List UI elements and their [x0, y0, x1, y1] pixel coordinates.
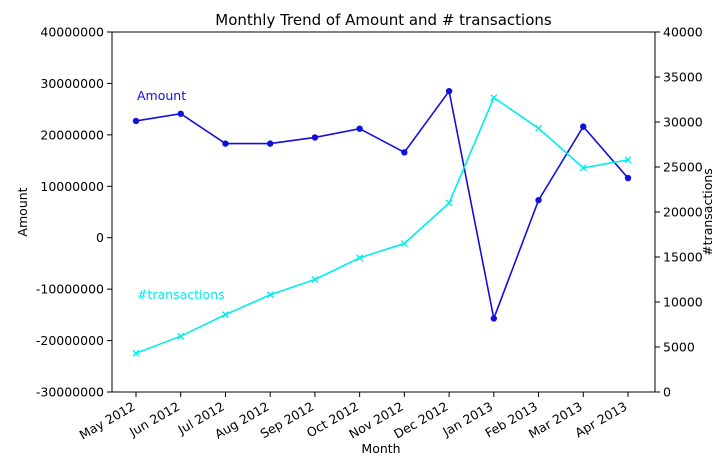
transactions-point [579, 164, 587, 172]
left-tick-label: 0 [96, 230, 104, 245]
transactions-point [400, 240, 408, 247]
amount-point [311, 134, 319, 141]
chart-title: Monthly Trend of Amount and # transactio… [215, 11, 552, 29]
amount-line [135, 89, 629, 322]
amount-point [266, 140, 274, 147]
x-axis-title: Month [361, 441, 400, 456]
transactions-point [535, 124, 543, 132]
x-tick-label: May 2012 [77, 399, 138, 443]
amount-point [445, 87, 453, 95]
left-tick-label: 10000000 [40, 179, 104, 194]
x-tick-label: Jun 2012 [126, 399, 182, 440]
right-tick-label: 10000 [663, 295, 703, 310]
transactions-line [135, 96, 629, 355]
transactions-point [624, 156, 632, 164]
left-tick-label: 40000000 [40, 25, 104, 40]
left-tick-label: 20000000 [40, 127, 104, 142]
right-tick-label: 15000 [663, 250, 703, 265]
left-axis-title: Amount [15, 187, 30, 236]
left-axis: -30000000 -20000000 -10000000 0 10000000 2000… [36, 25, 112, 400]
transactions-point [221, 311, 229, 319]
transactions-point [177, 332, 185, 340]
transactions-point [132, 349, 140, 357]
right-tick-label: 35000 [663, 70, 703, 85]
transactions-point [356, 254, 364, 262]
left-tick-label: 30000000 [40, 76, 104, 91]
amount-point [222, 140, 229, 147]
amount-point [401, 149, 408, 156]
left-tick-label: -20000000 [36, 333, 104, 348]
left-tick-label: -10000000 [36, 282, 104, 297]
left-tick-label: -30000000 [36, 385, 104, 400]
transactions-point [311, 276, 319, 283]
amount-series-label: Amount [137, 88, 186, 103]
amount-point [356, 125, 363, 132]
right-tick-label: 30000 [663, 115, 703, 130]
right-axis-title: #transactions [700, 168, 715, 256]
amount-point [177, 110, 184, 117]
plot-frame [111, 31, 656, 393]
amount-point [580, 123, 587, 130]
transactions-point [266, 291, 274, 299]
amount-point [624, 174, 632, 182]
amount-point [535, 196, 542, 204]
right-tick-label: 5000 [663, 340, 695, 355]
transactions-point [445, 199, 453, 207]
amount-point [490, 315, 498, 322]
transactions-point [490, 94, 498, 102]
right-axis: 0 5000 10000 15000 20000 25000 30000 35000 40000 [655, 25, 703, 400]
right-tick-label: 40000 [663, 25, 703, 40]
right-tick-label: 25000 [663, 160, 703, 175]
amount-point [132, 117, 140, 125]
series-layer: Amount #transactions [132, 87, 632, 357]
transactions-series-label: #transactions [137, 287, 225, 302]
right-tick-label: 20000 [663, 205, 703, 220]
right-tick-label: 0 [663, 385, 671, 400]
